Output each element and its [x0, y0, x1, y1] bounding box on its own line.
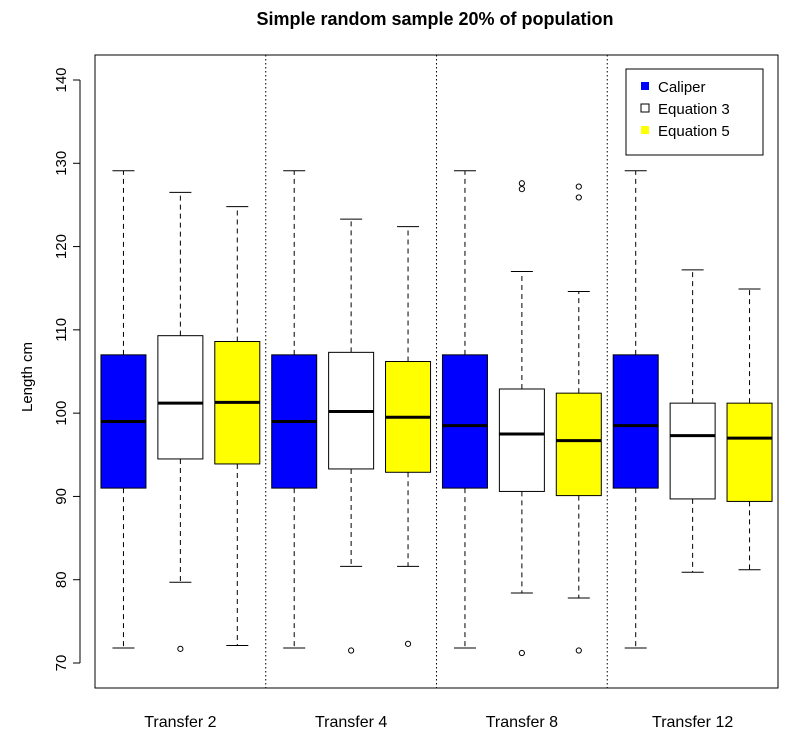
outlier-point	[518, 185, 525, 193]
boxes	[100, 170, 773, 657]
box-caliper	[612, 170, 659, 649]
y-axis: 70 80 90 100 110 120 130 140	[53, 67, 81, 672]
legend-swatch	[640, 103, 650, 113]
y-tick-label: 90	[53, 488, 70, 505]
y-tick-label: 100	[53, 401, 70, 426]
outlier-point	[404, 640, 412, 647]
box-equation-3	[157, 191, 204, 652]
outlier-point	[575, 194, 582, 201]
box-equation-5	[214, 206, 261, 647]
chart-title: Simple random sample 20% of population	[256, 9, 613, 29]
legend: Caliper Equation 3 Equation 5	[625, 68, 764, 156]
y-tick-label: 130	[53, 151, 70, 176]
box-equation-3	[328, 218, 375, 654]
x-axis-labels: Transfer 2 Transfer 4 Transfer 8 Transfer 1…	[144, 714, 733, 731]
iqr-box	[669, 402, 716, 500]
legend-swatch	[641, 126, 649, 134]
iqr-box	[498, 388, 545, 492]
iqr-box	[612, 354, 659, 489]
box-equation-5	[385, 226, 432, 647]
iqr-box	[157, 335, 204, 460]
box-equation-3	[669, 269, 716, 573]
box-caliper	[441, 170, 488, 649]
box-caliper	[271, 170, 318, 649]
iqr-box	[441, 354, 488, 489]
legend-label: Equation 5	[658, 123, 730, 140]
legend-label: Equation 3	[658, 101, 730, 118]
outlier-point	[177, 645, 184, 652]
group-separators	[265, 55, 608, 688]
x-category-label: Transfer 8	[486, 714, 558, 731]
y-tick-label: 140	[53, 67, 70, 92]
y-tick-label: 70	[53, 655, 70, 672]
x-category-label: Transfer 2	[144, 714, 216, 731]
x-category-label: Transfer 4	[315, 714, 387, 731]
y-tick-label: 80	[53, 571, 70, 588]
outlier-point	[575, 183, 582, 190]
outlier-point	[575, 647, 582, 654]
x-category-label: Transfer 12	[652, 714, 733, 731]
y-tick-label: 120	[53, 234, 70, 259]
legend-swatch	[641, 82, 649, 90]
iqr-box	[555, 392, 602, 497]
box-caliper	[100, 170, 147, 649]
y-axis-label: Length cm	[19, 342, 36, 412]
outlier-point	[348, 647, 355, 654]
box-equation-3	[498, 180, 545, 657]
outlier-point	[518, 180, 525, 187]
outlier-point	[518, 649, 525, 657]
y-tick-label: 110	[53, 318, 70, 342]
box-equation-5	[555, 183, 602, 654]
box-equation-5	[726, 288, 773, 571]
iqr-box	[726, 402, 773, 502]
legend-label: Caliper	[658, 79, 706, 96]
